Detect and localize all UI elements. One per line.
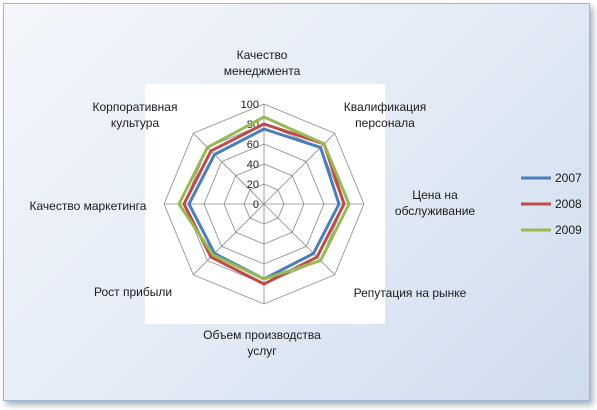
tick-label: 0	[253, 199, 259, 211]
tick-label: 40	[247, 159, 259, 171]
category-label: Объем производства услуг	[203, 328, 321, 358]
tick-label: 100	[241, 99, 259, 111]
axis-spoke	[193, 203, 265, 275]
series-line-2008	[182, 122, 346, 286]
axis-spoke	[263, 203, 335, 275]
category-label: Цена на обслуживание	[395, 188, 476, 218]
category-label: Корпоративная культура	[93, 100, 178, 130]
category-label: Качество маркетинга	[30, 199, 147, 213]
legend-label-2008: 2008	[555, 197, 582, 211]
series-line-2009	[177, 115, 351, 281]
category-labels: Качество менеджмента Квалификация персонала…	[30, 48, 476, 358]
category-label: Качество менеджмента	[224, 48, 301, 78]
legend-label-2007: 2007	[555, 171, 582, 185]
series-lines	[177, 115, 351, 286]
axis-spoke	[193, 133, 265, 205]
tick-label: 20	[247, 179, 259, 191]
category-label: Рост прибыли	[94, 285, 172, 299]
radar-grid	[163, 103, 365, 305]
legend-label-2009: 2009	[555, 223, 582, 237]
tick-label: 60	[247, 139, 259, 151]
legend: 2007 2008 2009	[521, 171, 582, 237]
category-label: Квалификация персонала	[344, 100, 426, 130]
category-label: Репутация на рынке	[354, 286, 467, 300]
